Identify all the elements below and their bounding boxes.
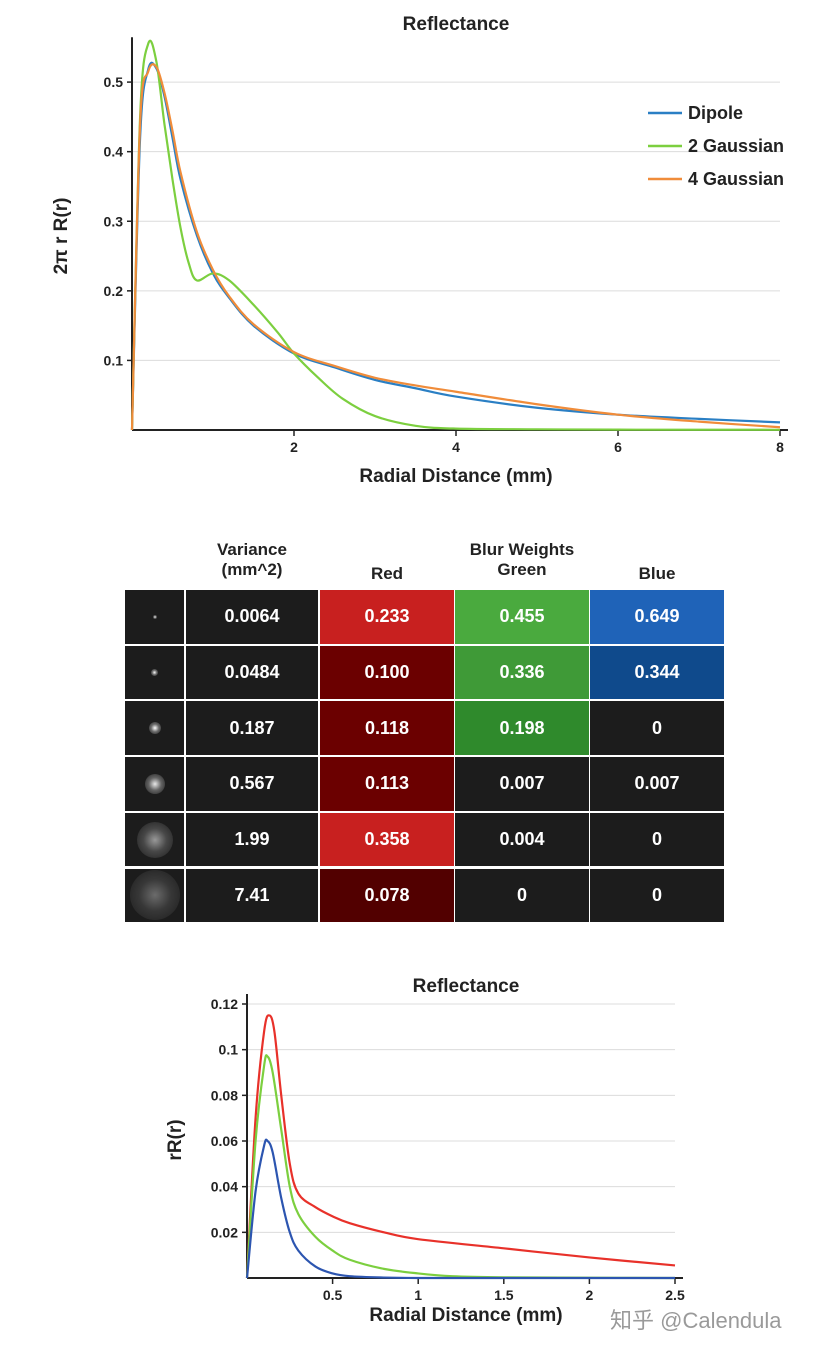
variance-cell: 7.41 (186, 868, 318, 923)
legend-label: 2 Gaussian (688, 136, 784, 156)
green-cell: 0.007 (455, 757, 589, 811)
green-cell: 0.198 (455, 701, 589, 756)
blur-kernel-cell (125, 812, 184, 867)
variance-cell: 1.99 (186, 812, 318, 867)
blue-header: Blue (638, 564, 676, 583)
red-header: Red (370, 564, 404, 583)
variance-header-line2: (mm^2) (221, 560, 283, 579)
y-tick-label: 0.2 (104, 283, 124, 299)
gaussian-kernel-blob (129, 870, 180, 921)
green-cell: 0.004 (455, 812, 589, 867)
watermark: 知乎 @Calendula (610, 1308, 782, 1333)
x-tick-label: 6 (614, 439, 622, 455)
series-line-2 (245, 1138, 675, 1280)
y-tick-label: 0.04 (211, 1179, 238, 1195)
x-tick-label: 4 (452, 439, 460, 455)
x-tick-label: 2 (586, 1287, 594, 1303)
x-tick-label: 1.5 (494, 1287, 514, 1303)
x-axis-label: Radial Distance (mm) (359, 466, 552, 487)
blur-weights-title: Blur Weights (469, 540, 575, 559)
variance-cell: 0.567 (186, 757, 318, 811)
series-line-2 (130, 63, 781, 431)
gaussian-kernel-blob (144, 773, 165, 794)
red-cell: 0.358 (320, 812, 454, 867)
series-line-0 (130, 61, 781, 431)
red-cell: 0.233 (320, 590, 454, 644)
variance-header: Variance (mm^2) (186, 540, 318, 580)
variance-header-line1: Variance (217, 540, 287, 559)
gaussian-kernel-blob (152, 614, 157, 619)
variance-cell: 0.0484 (186, 645, 318, 700)
x-tick-label: 2 (290, 439, 298, 455)
x-tick-label: 8 (776, 439, 784, 455)
green-cell: 0.455 (455, 590, 589, 644)
blue-cell: 0 (590, 701, 724, 756)
chart-title: Reflectance (403, 14, 510, 35)
legend-label: 4 Gaussian (688, 169, 784, 189)
x-tick-label: 0.5 (323, 1287, 343, 1303)
dipole-gaussian-reflectance-chart: 0.1 0.2 0.3 0.4 0.5 2 4 6 8 Reflectance Radial Dis… (51, 14, 788, 487)
blue-cell: 0.649 (590, 590, 724, 644)
blur-kernel-cell (125, 701, 184, 756)
blur-kernel-cell (125, 757, 184, 811)
blur-kernel-cell (125, 590, 184, 644)
blur-kernel-cell (125, 868, 184, 923)
x-axis-label: Radial Distance (mm) (369, 1305, 562, 1326)
y-axis-label: rR(r) (165, 1119, 186, 1160)
x-tick-label: 1 (414, 1287, 422, 1303)
gaussian-kernel-blob (136, 821, 173, 858)
variance-cell: 0.0064 (186, 590, 318, 644)
y-tick-label: 0.12 (211, 996, 238, 1012)
blur-kernel-cell (125, 645, 184, 700)
variance-cell: 0.187 (186, 701, 318, 756)
y-tick-label: 0.3 (104, 213, 124, 229)
y-axis-label: 2π r R(r) (51, 198, 72, 275)
series-line-0 (245, 1014, 676, 1279)
blue-cell: 0 (590, 868, 724, 923)
gaussian-kernel-blob (151, 669, 158, 677)
blur-weights-header: Blur Weights Green (455, 540, 589, 580)
y-tick-label: 0.5 (104, 74, 124, 90)
green-cell: 0 (455, 868, 589, 923)
chart-title: Reflectance (413, 976, 520, 997)
blue-cell: 0 (590, 812, 724, 867)
rgb-reflectance-chart: 0.02 0.04 0.06 0.08 0.1 0.12 0.5 1 1.5 2 2.5 Reflec… (165, 976, 685, 1326)
red-cell: 0.118 (320, 701, 454, 756)
blue-cell: 0.344 (590, 645, 724, 700)
y-tick-label: 0.1 (219, 1042, 239, 1058)
red-cell: 0.078 (320, 868, 454, 923)
y-tick-label: 0.02 (211, 1224, 238, 1240)
blue-cell: 0.007 (590, 757, 724, 811)
y-tick-label: 0.06 (211, 1133, 238, 1149)
green-header: Green (497, 560, 547, 579)
gaussian-kernel-blob (148, 722, 161, 735)
y-tick-label: 0.4 (104, 144, 124, 160)
legend-label: Dipole (688, 103, 743, 123)
red-cell: 0.100 (320, 645, 454, 700)
red-cell: 0.113 (320, 757, 454, 811)
y-tick-label: 0.1 (104, 352, 124, 368)
x-tick-label: 2.5 (665, 1287, 685, 1303)
green-cell: 0.336 (455, 645, 589, 700)
y-tick-label: 0.08 (211, 1087, 238, 1103)
series-line-1 (130, 39, 781, 431)
